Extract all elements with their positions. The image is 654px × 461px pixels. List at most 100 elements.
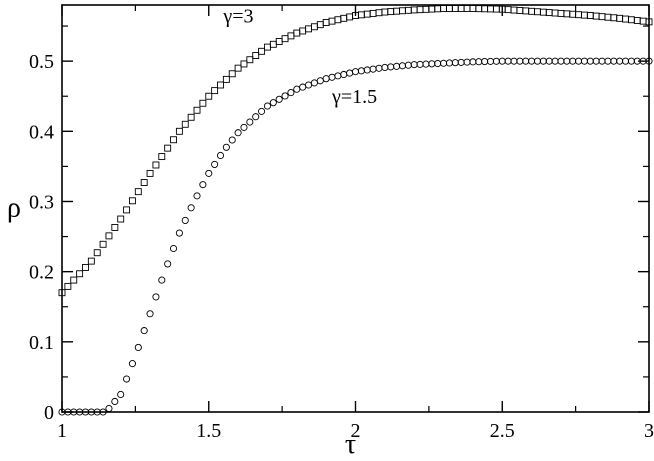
data-point-square (316, 21, 324, 29)
data-point-square (211, 87, 219, 95)
data-point-square (228, 70, 236, 78)
data-point-square (598, 13, 606, 21)
data-point-circle (369, 65, 377, 73)
data-point-circle (357, 67, 365, 75)
data-point-circle (304, 81, 313, 89)
data-point-square (357, 11, 365, 19)
data-point-circle (258, 107, 266, 115)
data-point-square (340, 14, 348, 22)
data-point-square (563, 10, 571, 18)
data-point-square (375, 9, 383, 17)
data-point-square (252, 52, 260, 59)
y-tick-label: 0.1 (29, 332, 54, 354)
data-point-square (70, 276, 78, 284)
data-point-circle (522, 57, 530, 65)
data-point-circle (475, 58, 483, 66)
data-point-square (293, 29, 301, 37)
data-point-square (475, 5, 483, 13)
data-point-circle (463, 58, 471, 66)
data-point-circle (363, 66, 371, 74)
y-axis-label: ρ (7, 193, 21, 224)
data-point-circle (398, 62, 407, 70)
data-point-square (422, 5, 430, 13)
data-point-circle (486, 57, 495, 65)
data-point-square (616, 14, 624, 22)
data-point-square (610, 14, 618, 22)
data-point-circle (128, 360, 136, 368)
data-point-square (463, 5, 471, 12)
data-point-circle (551, 57, 559, 65)
data-point-square (487, 5, 494, 13)
data-point-circle (269, 99, 277, 107)
data-point-circle (164, 260, 172, 268)
data-point-square (528, 7, 536, 15)
data-point-square (128, 197, 136, 205)
data-point-square (627, 16, 635, 24)
data-point-circle (328, 73, 336, 81)
data-point-square (633, 16, 641, 24)
data-point-square (522, 7, 530, 15)
data-point-square (363, 10, 371, 18)
data-point-square (134, 188, 142, 196)
data-point-circle (610, 57, 618, 65)
data-point-square (93, 249, 101, 257)
data-point-circle (404, 61, 412, 69)
data-point-circle (222, 143, 230, 151)
data-point-circle (158, 276, 166, 284)
data-point-square (222, 75, 230, 83)
y-tick-label: 0.4 (29, 121, 54, 143)
annotations: γ=3 γ=1.5 (222, 6, 377, 109)
data-point-square (492, 5, 500, 13)
data-point-square (328, 17, 336, 25)
data-point-circle (240, 123, 248, 131)
data-point-square (240, 60, 248, 68)
data-point-square (551, 9, 559, 17)
data-point-square (399, 7, 406, 15)
data-point-square (504, 6, 512, 14)
data-point-square (87, 257, 95, 265)
data-point-square (217, 81, 224, 89)
data-point-circle (111, 397, 119, 406)
data-point-square (346, 13, 354, 21)
data-point-square (510, 6, 518, 14)
data-point-square (481, 5, 489, 13)
data-point-circle (299, 83, 307, 91)
data-point-circle (616, 57, 624, 65)
data-point-square (622, 15, 629, 23)
data-point-square (645, 18, 653, 26)
x-tick-label: 1.5 (196, 420, 221, 442)
data-point-square (410, 6, 418, 14)
data-point-square (58, 289, 66, 297)
data-point-circle (134, 343, 142, 351)
data-point-square (469, 5, 477, 12)
data-point-circle (99, 408, 107, 416)
data-point-circle (205, 169, 213, 177)
data-point-circle (310, 79, 318, 87)
data-point-circle (575, 57, 583, 65)
data-point-circle (375, 64, 383, 72)
data-point-square (434, 5, 442, 13)
data-point-circle (287, 89, 295, 97)
x-tick-label: 3 (644, 420, 654, 442)
data-point-circle (381, 63, 389, 72)
data-point-circle (387, 63, 395, 71)
data-point-square (305, 25, 312, 33)
data-point-square (381, 8, 389, 16)
data-point-square (334, 16, 342, 24)
data-point-square (592, 12, 600, 20)
data-point-circle (322, 75, 330, 83)
data-point-square (404, 6, 412, 14)
data-point-square (258, 47, 266, 55)
data-point-circle (498, 57, 506, 65)
x-tick-label: 2.5 (490, 420, 515, 442)
tick-labels: 1 1.5 2 2.5 3 0 0.1 0.2 0.3 0.4 0.5 (29, 51, 654, 442)
data-point-circle (410, 61, 418, 69)
data-point-circle (393, 62, 401, 70)
data-point-circle (439, 59, 448, 67)
data-point-square (281, 35, 289, 43)
data-point-circle (334, 72, 342, 80)
data-point-circle (293, 85, 301, 93)
data-point-circle (492, 57, 500, 65)
data-point-circle (563, 57, 571, 65)
